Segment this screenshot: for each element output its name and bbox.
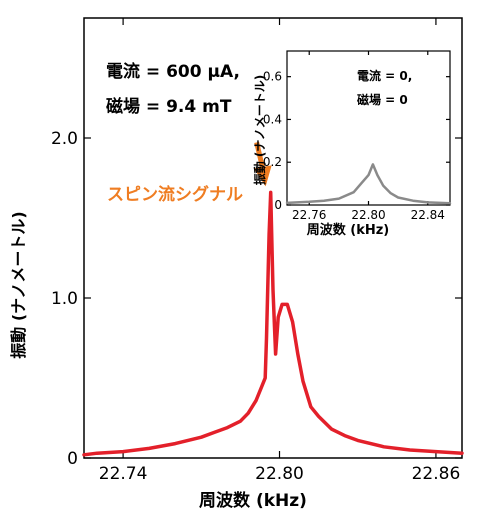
inset-y-axis-title: 振動 (ナノメートル) — [252, 75, 267, 186]
main-y-axis-title: 振動 (ナノメートル) — [9, 211, 28, 358]
main-x-axis-title: 周波数 (kHz) — [199, 490, 307, 511]
y-tick-label: 0.2 — [263, 155, 282, 169]
x-tick-label: 22.86 — [412, 464, 461, 484]
inset-x-axis-title: 周波数 (kHz) — [307, 222, 390, 238]
annotation-field: 磁場 = 9.4 mT — [106, 96, 232, 117]
x-tick-label: 22.84 — [411, 208, 445, 222]
inset-annotation-current: 電流 = 0, — [357, 68, 412, 83]
x-tick-label: 22.80 — [351, 208, 385, 222]
inset-plot-frame — [286, 50, 451, 206]
spin-signal-arrow — [253, 141, 272, 187]
annotation-spin-signal: スピン流シグナル — [107, 184, 243, 205]
main-plot-frame — [83, 17, 463, 459]
series-line — [285, 163, 452, 205]
main-series-group — [82, 190, 464, 457]
inset-series-group — [285, 163, 452, 205]
y-tick-label: 0 — [67, 449, 78, 469]
x-tick-label: 22.80 — [255, 464, 304, 484]
y-tick-label: 0.4 — [263, 112, 282, 126]
series-line — [82, 190, 464, 457]
x-tick-label: 22.74 — [99, 464, 148, 484]
inset-annotation-field: 磁場 = 0 — [356, 92, 408, 107]
annotation-current: 電流 = 600 μA, — [106, 61, 240, 82]
y-tick-label: 2.0 — [51, 129, 78, 149]
y-tick-label: 0 — [274, 198, 282, 212]
y-tick-label: 1.0 — [51, 289, 78, 309]
x-tick-label: 22.76 — [292, 208, 326, 222]
spin-arrow-head — [253, 165, 272, 187]
y-tick-label: 0.6 — [263, 70, 282, 84]
inset-ticks: 22.76 22.80 22.84 0 0.2 0.4 0.6 — [263, 51, 450, 222]
main-ticks: 22.74 22.80 22.86 0 1.0 2.0 — [51, 18, 462, 484]
